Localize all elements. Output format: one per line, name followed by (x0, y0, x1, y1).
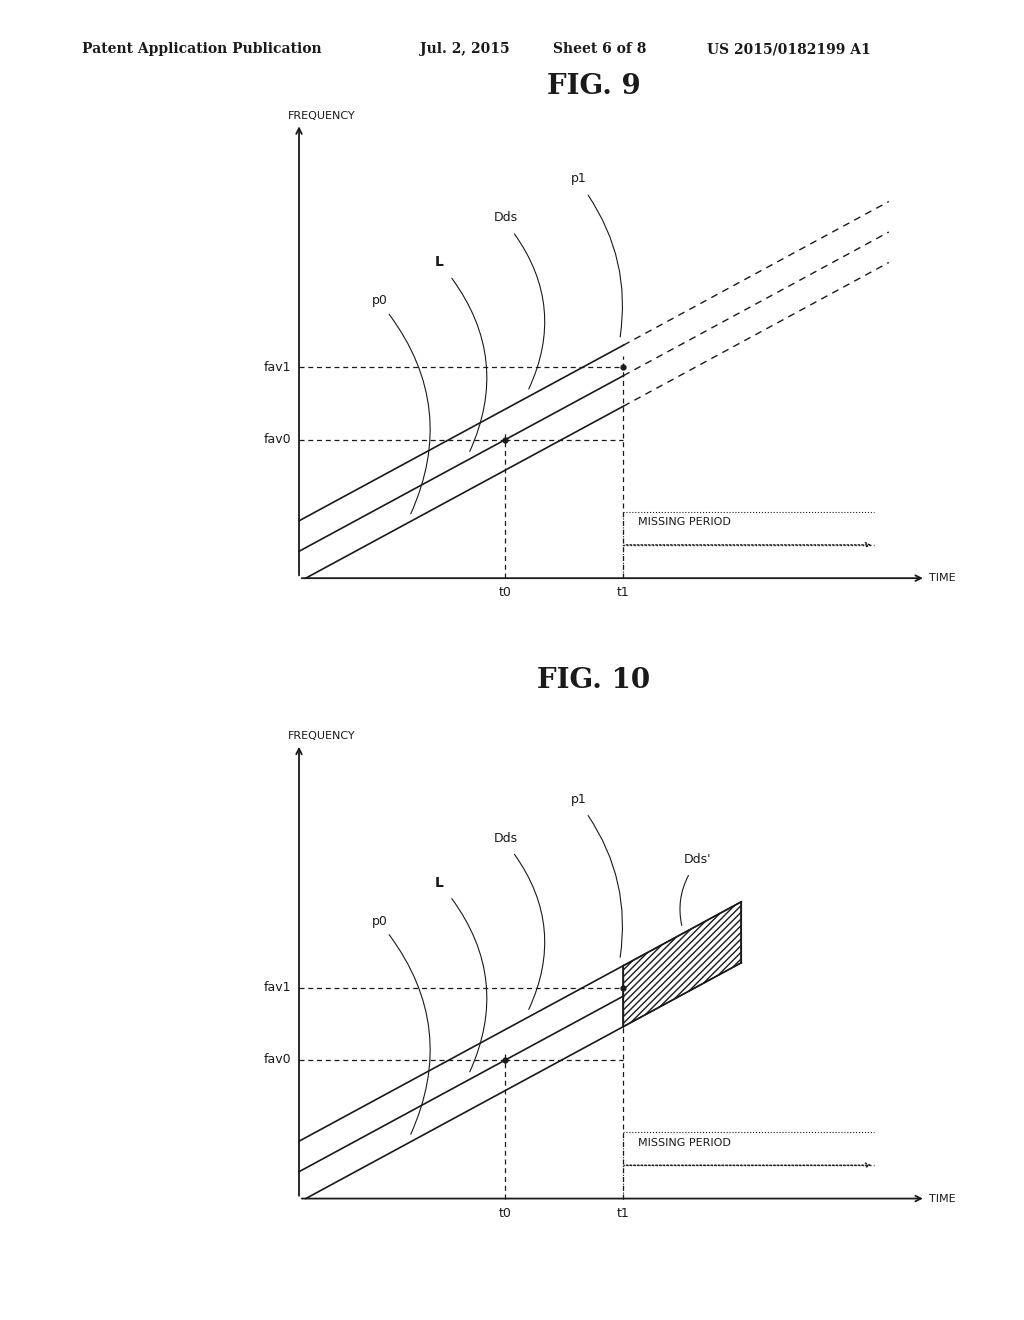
Text: FREQUENCY: FREQUENCY (288, 111, 355, 121)
Text: Dds: Dds (494, 211, 517, 224)
Text: Dds: Dds (494, 832, 517, 845)
Text: fav0: fav0 (264, 1053, 292, 1067)
Text: TIME: TIME (930, 573, 956, 583)
Text: TIME: TIME (930, 1193, 956, 1204)
Text: FIG. 9: FIG. 9 (547, 73, 641, 99)
Text: fav1: fav1 (264, 360, 292, 374)
Text: Sheet 6 of 8: Sheet 6 of 8 (553, 42, 646, 57)
Text: L: L (434, 875, 443, 890)
Text: MISSING PERIOD: MISSING PERIOD (638, 517, 731, 527)
Text: L: L (434, 255, 443, 269)
Text: Dds': Dds' (683, 853, 711, 866)
Text: FREQUENCY: FREQUENCY (288, 731, 355, 742)
Text: t1: t1 (617, 1206, 630, 1220)
Text: fav0: fav0 (264, 433, 292, 446)
Text: p1: p1 (571, 793, 587, 807)
Text: fav1: fav1 (264, 981, 292, 994)
Text: p1: p1 (571, 173, 587, 186)
Text: FIG. 10: FIG. 10 (538, 667, 650, 693)
Text: p0: p0 (372, 294, 388, 308)
Text: Jul. 2, 2015: Jul. 2, 2015 (420, 42, 510, 57)
Text: p0: p0 (372, 915, 388, 928)
Text: t0: t0 (499, 1206, 512, 1220)
Text: Patent Application Publication: Patent Application Publication (82, 42, 322, 57)
Text: MISSING PERIOD: MISSING PERIOD (638, 1138, 731, 1147)
Text: t1: t1 (617, 586, 630, 599)
Polygon shape (624, 902, 741, 1027)
Text: US 2015/0182199 A1: US 2015/0182199 A1 (707, 42, 870, 57)
Text: t0: t0 (499, 586, 512, 599)
